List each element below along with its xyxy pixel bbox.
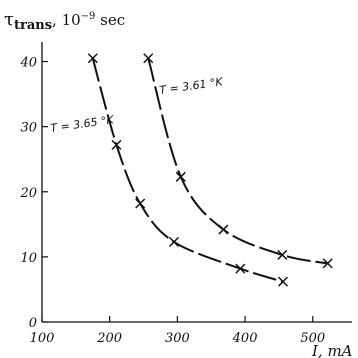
y-axis-title-symbol: τ [4,9,14,30]
data-point-marker [235,263,246,274]
y-tick-label: 0 [29,316,37,331]
y-tick-label: 10 [20,251,37,266]
y-tick-label: 30 [20,121,37,136]
y-axis-title-subscript: trans [14,18,52,33]
curves [91,58,328,283]
y-tick-label: 20 [19,186,37,201]
markers [87,53,333,287]
x-tick-label: 100 [30,331,55,346]
data-point-marker [143,53,154,64]
data-point-marker [87,53,98,64]
y-axis-title-unit-tail: sec [95,11,125,29]
x-tick-label: 400 [232,331,258,346]
data-point-marker [175,171,186,182]
data-point-marker [277,249,288,260]
y-tick-label: 40 [19,56,37,71]
y-ticks: 0 10 20 30 40 [19,56,48,331]
data-point-marker [168,236,180,247]
series-curve-0 [147,58,328,265]
data-point-marker [218,224,229,235]
x-ticks: 100 200 300 400 500 [30,316,325,346]
data-point-marker [322,258,333,269]
series-label-3-61: T = 3.61 °K [159,75,225,97]
y-axis-title-unit: , 10 [52,11,81,29]
x-axis-title: I, mA [311,342,353,358]
data-point-marker [135,198,146,209]
y-axis-title: τtrans, 10−9 sec [4,9,125,33]
data-point-marker [277,276,289,287]
series-label-3-65: T = 3.65 °K [50,113,116,135]
y-axis-title-exponent: −9 [81,11,96,22]
data-point-marker [111,139,122,150]
x-tick-label: 200 [96,331,122,346]
x-tick-label: 500 [300,331,325,346]
x-tick-label: 300 [165,331,190,346]
